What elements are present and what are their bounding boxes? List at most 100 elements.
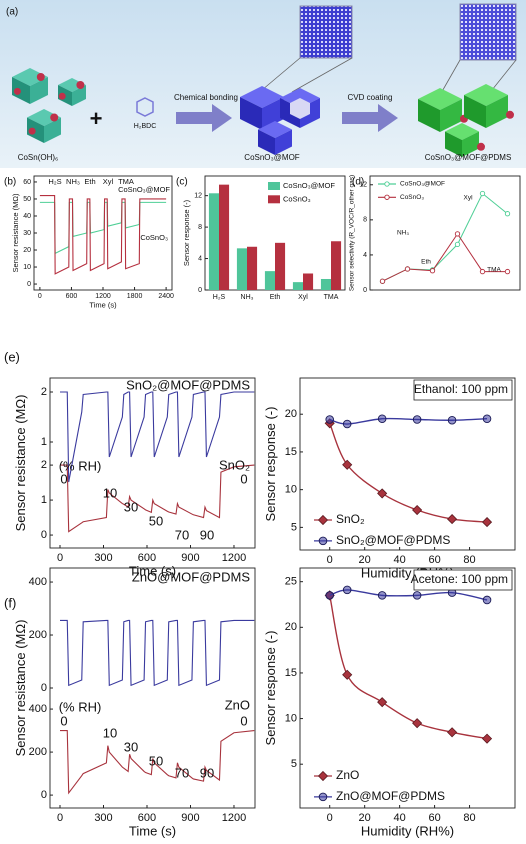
y-tick-label: 5 [291, 521, 297, 533]
particle [50, 113, 59, 122]
marker [412, 591, 422, 600]
y-tick-label: 0 [27, 281, 31, 288]
y-tick-label: 15 [285, 667, 297, 679]
series-label: ZnO@MOF@PDMS [132, 569, 250, 584]
marker [318, 792, 328, 802]
panel-label: (b) [4, 177, 16, 188]
panel-label: (e) [4, 349, 20, 364]
y-axis-label: Sensor selectivity (R_VOC/R_other gas) [349, 175, 356, 291]
y-tick-label: 2 [41, 459, 47, 471]
marker [404, 266, 411, 272]
x-tick-label: Xyl [298, 294, 308, 301]
y-tick-label: 20 [285, 621, 297, 633]
marker [318, 536, 328, 546]
chart: 0 4 8 12 H₂S NH₃ Eth Xyl TMA Sensor response (-) C… [182, 175, 346, 301]
particle [28, 127, 36, 135]
y-tick-label: 1 [41, 494, 47, 506]
fit-line [329, 589, 488, 601]
x-tick-label: NH₃ [241, 294, 254, 301]
y-axis-label: Sensor response (-) [182, 199, 191, 266]
annotation: 90 [200, 765, 214, 780]
x-tick-label: 80 [463, 554, 475, 566]
y-tick-label: 15 [285, 446, 297, 458]
cube-right [462, 131, 479, 157]
y-tick-label: 0 [41, 682, 47, 694]
series-label: ZnO [225, 697, 250, 712]
y-axis-label: Sensor response (-) [263, 407, 278, 522]
inset-mof [299, 5, 353, 59]
y-tick-label: 60 [23, 179, 31, 186]
x-tick-label: 20 [359, 812, 371, 824]
y-tick-label: 2 [41, 386, 47, 398]
y-tick-label: 40 [23, 213, 31, 220]
y-tick-label: 200 [29, 746, 47, 758]
marker [429, 268, 436, 274]
y-tick-label: 8 [363, 217, 367, 224]
marker [412, 415, 422, 424]
y-tick-label: 0 [198, 287, 202, 294]
y-axis-label: Sensor resistance (MΩ) [13, 620, 28, 757]
x-tick-label: 60 [428, 554, 440, 566]
annotation: Xyl [463, 195, 473, 202]
panel-label: (c) [176, 177, 188, 188]
inset-pdms [459, 3, 517, 61]
annotation: TMA [487, 267, 501, 274]
marker [342, 669, 353, 680]
cube-right [72, 85, 86, 106]
bar [264, 271, 275, 290]
annotation: Xyl [103, 177, 114, 186]
bar [275, 242, 286, 290]
plot-frame [299, 567, 516, 809]
marker [481, 733, 493, 744]
annotation: 0 [240, 713, 247, 728]
y-tick-label: 400 [29, 576, 47, 588]
legend-label: CoSnO₃ [400, 194, 424, 201]
series-label: SnO₂@MOF@PDMS [126, 377, 250, 392]
x-tick-label: 900 [181, 552, 199, 564]
y-tick-label: 25 [285, 576, 297, 588]
annotation: NH₃ [66, 177, 80, 186]
annotation: (% RH) [59, 699, 102, 714]
series-label: CoSnO₃ [140, 233, 168, 242]
marker [504, 211, 511, 217]
y-axis-label: Sensor resistance (MΩ) [11, 193, 20, 272]
series-line [60, 619, 255, 687]
illustration-label: Chemical bonding [174, 93, 238, 102]
annotation: Ethanol: 100 ppm [414, 382, 508, 396]
cube-left [240, 97, 262, 130]
annotation: 10 [103, 725, 117, 740]
plot-frame [49, 377, 256, 549]
marker [384, 194, 390, 200]
annotation: NH₃ [397, 230, 409, 237]
benzene-icon [136, 97, 154, 117]
particle [58, 92, 66, 100]
x-tick-label: H₂S [213, 294, 226, 301]
y-tick-label: 0 [41, 529, 47, 541]
annotation: 70 [175, 527, 189, 542]
y-tick-label: 4 [198, 255, 202, 262]
hollow [290, 98, 310, 119]
marker [504, 268, 511, 275]
plot-frame [49, 567, 256, 809]
panel-label: (d) [352, 177, 364, 188]
panel-label: (f) [4, 595, 16, 610]
annotation-box [413, 569, 513, 591]
cube-right [275, 129, 292, 155]
y-tick-label: 200 [29, 629, 47, 641]
series-label: CoSnO₃@MOF [118, 185, 170, 194]
annotation: (% RH) [59, 458, 102, 473]
fit-line [329, 595, 488, 740]
x-axis-label: Humidity (RH%) [361, 824, 454, 839]
y-tick-label: 400 [29, 703, 47, 715]
x-axis-label: Time (s) [129, 824, 176, 839]
x-tick-label: 600 [138, 812, 156, 824]
y-tick-label: 10 [285, 712, 297, 724]
marker [447, 514, 458, 525]
x-tick-label: 60 [428, 812, 440, 824]
x-tick-label: 300 [94, 552, 112, 564]
